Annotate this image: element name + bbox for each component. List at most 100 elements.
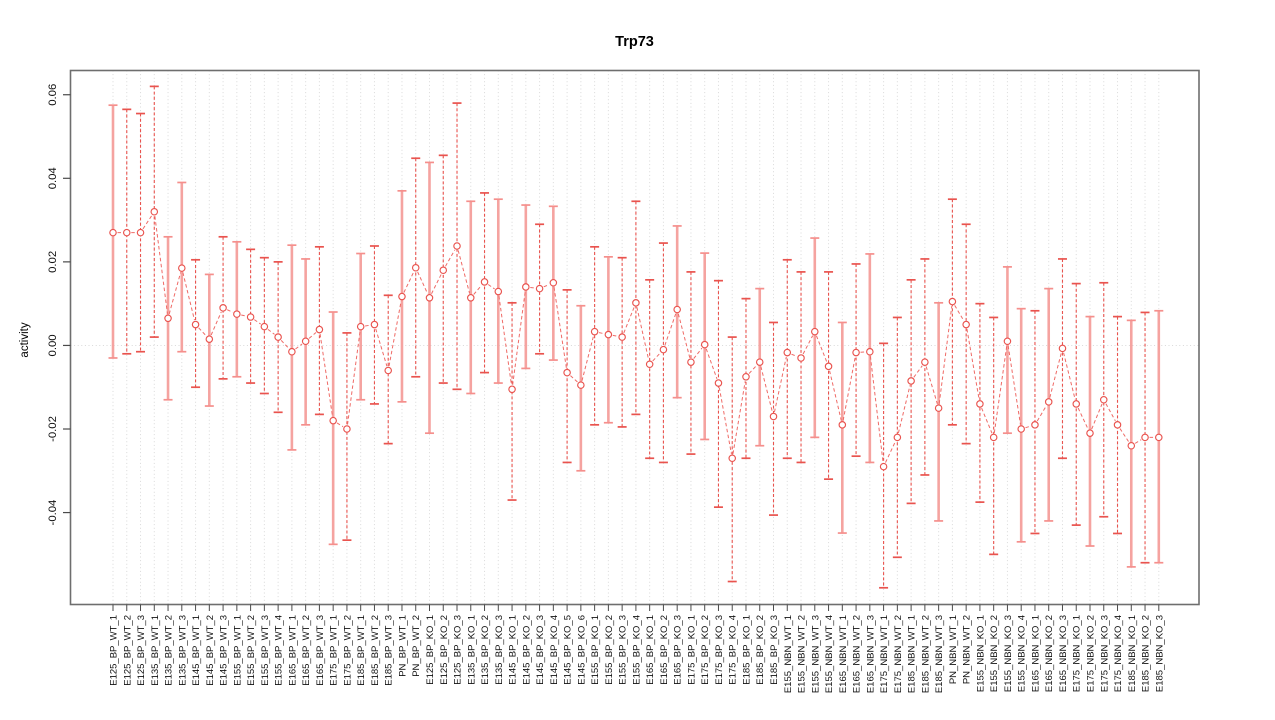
x-tick-label: E135_BP_WT_1: [150, 615, 161, 686]
data-point: [150, 207, 159, 216]
data-point: [934, 404, 943, 412]
x-tick-label: E185_NBN_WT_1: [907, 615, 918, 693]
data-point: [632, 299, 640, 307]
series-connector: [570, 375, 578, 383]
series-connector: [842, 356, 856, 421]
x-tick-label: E175_BP_KO_4: [728, 615, 739, 685]
series-connector: [677, 313, 691, 358]
series-connector: [1105, 403, 1116, 422]
series-connector: [553, 287, 567, 369]
series-connector: [267, 328, 275, 335]
x-tick-label: E175_NBN_KO_1: [1072, 615, 1083, 692]
series-connector: [375, 328, 388, 367]
series-connector: [748, 365, 758, 374]
data-point: [921, 358, 929, 366]
series-connector: [457, 250, 471, 294]
series-connector: [791, 353, 798, 357]
series-connector: [336, 422, 344, 428]
x-tick-label: E135_BP_WT_2: [164, 615, 175, 686]
data-point: [439, 266, 448, 275]
series-connector: [993, 345, 1008, 433]
series-connector: [512, 291, 526, 385]
data-point: [178, 264, 186, 272]
series-connector: [623, 306, 635, 334]
data-point: [577, 381, 585, 389]
data-point: [370, 320, 379, 329]
series-connector: [365, 324, 371, 327]
series-connector: [760, 366, 773, 413]
series-connector: [226, 309, 233, 313]
data-point: [535, 284, 544, 293]
data-point: [1031, 421, 1039, 429]
data-point: [233, 310, 241, 318]
x-tick-label: E175_NBN_WT_1: [879, 615, 890, 693]
x-tick-label: E155_BP_WT_2: [246, 615, 257, 686]
x-tick-label: E165_BP_WT_2: [301, 615, 312, 686]
series-connector: [431, 274, 442, 295]
data-point: [453, 242, 461, 250]
data-point: [893, 433, 902, 442]
x-tick-label: E175_NBN_WT_2: [893, 615, 904, 693]
data-point: [728, 454, 736, 463]
x-tick-label: E155_NBN_WT_1: [783, 615, 794, 693]
series-connector: [487, 284, 495, 290]
series-connector: [168, 272, 182, 315]
series-connector: [732, 381, 746, 454]
data-point: [866, 347, 874, 356]
x-tick-label: E125_BP_KO_2: [439, 615, 450, 685]
data-point: [797, 354, 805, 362]
data-point: [976, 400, 984, 408]
data-point: [494, 287, 503, 296]
x-tick-label: E185_BP_WT_3: [384, 615, 395, 686]
data-point: [288, 347, 296, 356]
series-connector: [829, 370, 842, 421]
data-point: [590, 327, 599, 336]
series-connector: [1036, 405, 1047, 422]
x-tick-label: E155_NBN_KO_4: [1017, 615, 1028, 692]
x-tick-label: E155_BP_KO_3: [618, 615, 629, 685]
series-connector: [1007, 345, 1021, 425]
x-tick-label: E185_NBN_KO_2: [1141, 615, 1152, 692]
data-point: [549, 278, 558, 287]
data-point: [122, 228, 131, 237]
data-point: [164, 314, 172, 323]
data-point: [1003, 337, 1012, 346]
x-tick-label: E185_NBN_WT_3: [934, 615, 945, 693]
data-point: [109, 228, 117, 237]
x-tick-label: E185_NBN_KO_3: [1154, 615, 1165, 692]
data-point: [274, 333, 282, 341]
series-connector: [954, 305, 965, 321]
data-point: [384, 366, 392, 375]
x-tick-label: E185_NBN_WT_2: [920, 615, 931, 693]
x-tick-label: E165_NBN_KO_2: [1044, 615, 1055, 692]
x-tick-label: E155_BP_KO_2: [604, 615, 615, 685]
data-point: [673, 305, 681, 314]
data-point: [219, 304, 227, 312]
data-point: [948, 297, 957, 306]
x-tick-label: E175_BP_WT_1: [329, 615, 340, 686]
data-point: [1072, 400, 1081, 408]
data-point: [1058, 344, 1067, 353]
x-tick-label: PN_BP_WT_2: [411, 615, 422, 677]
x-tick-label: E165_BP_WT_3: [315, 615, 326, 686]
x-tick-label: E145_BP_WT_1: [191, 615, 202, 686]
series-connector: [1134, 439, 1142, 444]
data-point: [1127, 441, 1136, 450]
x-tick-label: E135_BP_KO_1: [466, 615, 477, 685]
x-tick-label: E145_BP_KO_2: [521, 615, 532, 685]
x-tick-label: E145_BP_WT_2: [205, 615, 216, 686]
x-tick-label: E155_NBN_WT_2: [797, 615, 808, 693]
data-point: [301, 337, 310, 346]
x-tick-label: E175_BP_KO_2: [700, 615, 711, 685]
x-tick-label: E145_BP_KO_6: [576, 615, 587, 685]
x-tick-label: PN_BP_WT_1: [397, 615, 408, 677]
x-tick-label: E145_BP_KO_4: [549, 615, 560, 685]
data-point: [824, 362, 833, 371]
x-tick-label: E135_BP_KO_2: [480, 615, 491, 685]
x-tick-label: E165_BP_WT_1: [287, 615, 298, 686]
series-connector: [913, 365, 923, 378]
data-point: [1141, 433, 1149, 442]
data-point: [962, 320, 970, 329]
series-connector: [1025, 425, 1031, 429]
